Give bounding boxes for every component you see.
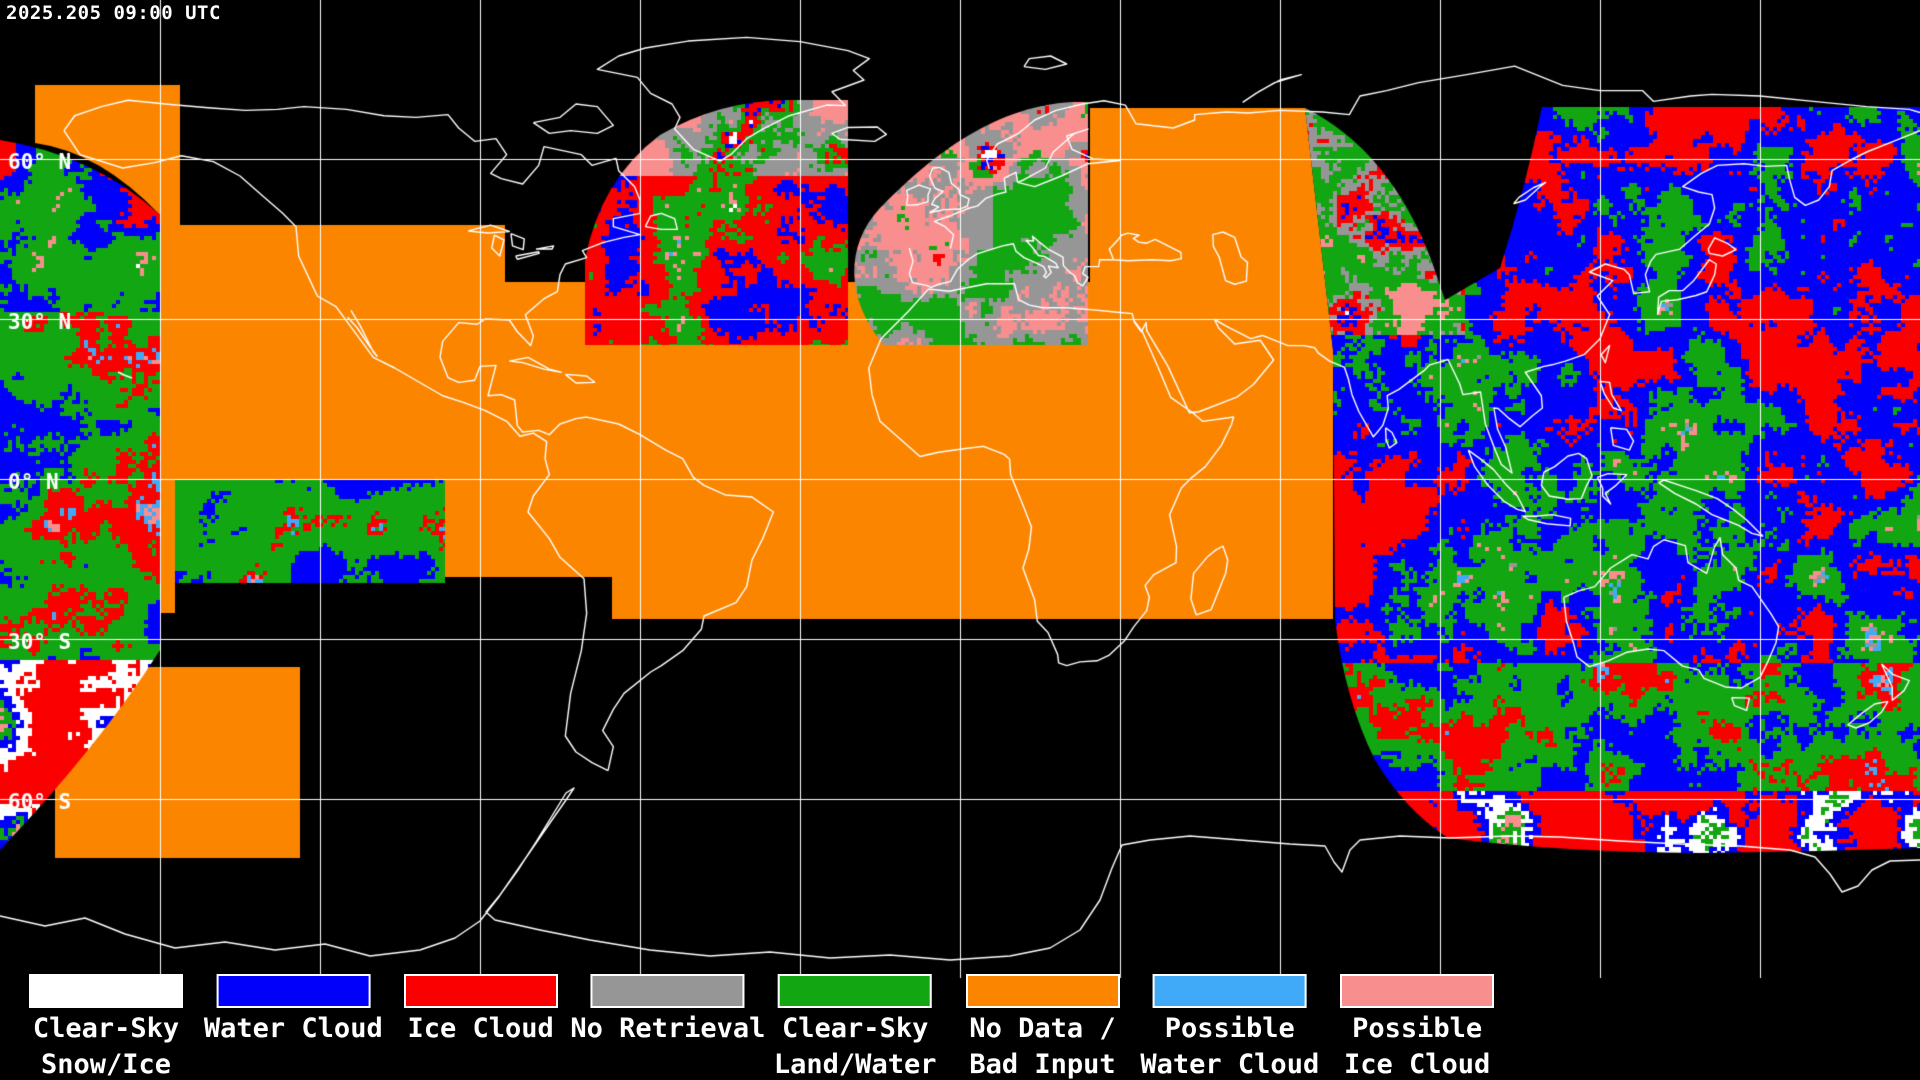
legend-item-clear-sky-land-water: Clear-Sky Land/Water — [773, 974, 937, 1080]
legend-swatch-water-cloud — [216, 974, 371, 1008]
legend-item-ice-cloud: Ice Cloud — [403, 974, 558, 1044]
legend-swatch-no-data-bad-input — [965, 974, 1120, 1008]
legend-item-no-data-bad-input: No Data / Bad Input — [965, 974, 1120, 1080]
legend-label-line: Ice Cloud — [407, 1013, 554, 1044]
legend-swatch-possible-ice-cloud — [1340, 974, 1495, 1008]
legend-swatch-no-retrieval — [590, 974, 745, 1008]
legend-label-line: Water Cloud — [203, 1013, 383, 1044]
legend-label-line: Water Cloud — [1140, 1049, 1320, 1080]
legend-item-water-cloud: Water Cloud — [204, 974, 383, 1044]
legend-label-line: Possible — [1352, 1013, 1483, 1044]
legend-item-clear-sky-snow-ice: Clear-Sky Snow/Ice — [29, 974, 183, 1080]
legend-label-line: Ice Cloud — [1343, 1049, 1491, 1080]
legend-label-line: Clear-Sky — [32, 1013, 180, 1044]
legend-swatch-clear-sky-land-water — [778, 974, 933, 1008]
legend-label-line: Clear-Sky — [782, 1013, 929, 1044]
legend-swatch-ice-cloud — [403, 974, 558, 1008]
legend-label-line: Possible — [1164, 1013, 1295, 1044]
legend-label-line: Land/Water — [773, 1049, 937, 1080]
timestamp: 2025.205 09:00 UTC — [6, 2, 221, 24]
legend-label-line: Snow/Ice — [40, 1049, 172, 1080]
legend-item-possible-water-cloud: Possible Water Cloud — [1140, 974, 1319, 1080]
legend-swatch-clear-sky-snow-ice — [29, 974, 183, 1008]
legend-swatch-possible-water-cloud — [1152, 974, 1307, 1008]
legend-label-line: No Data / — [969, 1013, 1116, 1044]
legend-label-line: Bad Input — [969, 1049, 1116, 1080]
legend-label-line: No Retrieval — [570, 1013, 766, 1044]
legend-item-no-retrieval: No Retrieval — [570, 974, 765, 1044]
legend-item-possible-ice-cloud: Possible Ice Cloud — [1340, 974, 1495, 1080]
legend: Clear-Sky Snow/Ice Water Cloud Ice Cloud No … — [0, 960, 1920, 1080]
